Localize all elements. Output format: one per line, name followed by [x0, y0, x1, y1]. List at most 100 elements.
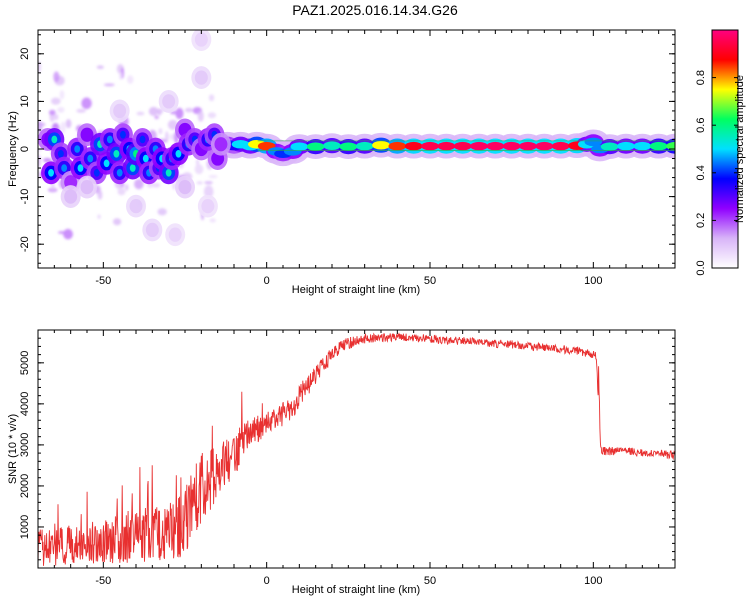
carrier-core-segment [633, 141, 652, 151]
spectrogram-blob [175, 175, 195, 199]
spectrogram-blob [109, 99, 130, 123]
colorbar-tick-label: 0.6 [695, 118, 707, 133]
blob-body [168, 227, 182, 242]
blob-core [175, 149, 182, 158]
blob-body [80, 127, 94, 142]
blob-core [77, 164, 84, 172]
snr-y-label: SNR (10 * v/v) [7, 414, 19, 484]
spectrogram-y-tick-label: 0 [19, 146, 31, 152]
carrier-core-segment [306, 142, 325, 151]
blob-core [142, 154, 149, 163]
spectrogram-x-tick-label: -50 [95, 275, 111, 287]
spectrogram-speck [63, 228, 73, 240]
spectrogram-x-tick-label: 50 [424, 275, 436, 287]
carrier-core-segment [453, 141, 472, 151]
spectrogram-speck [112, 218, 122, 226]
spectrogram-y-tick-label: -10 [19, 189, 31, 205]
snr-frame [37, 329, 676, 569]
blob-core [129, 164, 136, 172]
colorbar-tick-label: 0.4 [695, 165, 707, 180]
blob-body [113, 103, 127, 119]
spectrogram-speck [127, 75, 134, 84]
carrier-core-segment [355, 141, 374, 151]
spectrogram-speck [208, 94, 215, 102]
blob-core [61, 164, 68, 172]
spectrogram-speck [151, 182, 161, 188]
spectrogram-blob [60, 185, 81, 209]
carrier-core-segment [372, 140, 390, 150]
spectrogram-speck [119, 71, 123, 81]
carrier-core-segment [617, 141, 635, 151]
colorbar-tick-label: 0.0 [695, 260, 707, 275]
spectrogram-speck [207, 112, 217, 119]
spectrogram-blob [210, 132, 231, 156]
carrier-core-segment [470, 141, 488, 151]
spectrogram-speck [134, 178, 144, 190]
blob-body [201, 198, 215, 214]
spectrogram-speck [148, 106, 159, 116]
spectrogram-speck [197, 110, 204, 122]
colorbar-tick-label: 0.2 [695, 213, 707, 228]
blob-core [119, 130, 126, 139]
colorbar: 0.0 0.2 0.4 0.6 0.8 Normalized spectral ampl… [695, 29, 746, 276]
spectrogram-y-tick-label: -20 [19, 236, 31, 252]
carrier-core-segment [421, 141, 439, 151]
spectrogram-speck [158, 128, 163, 135]
spectrogram-speck [169, 133, 176, 141]
blob-body [129, 198, 143, 214]
spectrogram-speck [60, 121, 66, 134]
spectrogram-speck [157, 208, 167, 216]
snr-y-axis: 1000 2000 3000 4000 5000 [19, 329, 675, 569]
snr-marks [38, 332, 675, 566]
spectrogram-speck [117, 187, 126, 196]
snr-x-tick-label: 50 [424, 575, 436, 587]
colorbar-label: Normalized spectral amplitude [734, 75, 746, 223]
snr-x-tick-label: -50 [95, 575, 111, 587]
blob-core [165, 168, 172, 177]
spectrogram-speck [59, 90, 65, 100]
blob-body [145, 222, 159, 238]
spectrogram-speck [204, 181, 213, 185]
blob-core [48, 168, 55, 177]
carrier-core-segment [519, 141, 537, 151]
carrier-core-segment [600, 142, 619, 151]
spectrogram-x-tick-label: 100 [584, 275, 602, 287]
blob-body [162, 94, 176, 109]
snr-y-tick-label: 5000 [19, 351, 31, 375]
colorbar-axis: 0.0 0.2 0.4 0.6 0.8 [695, 70, 738, 276]
snr-y-tick-label: 2000 [19, 474, 31, 498]
spectrogram-blob [191, 66, 212, 90]
blob-body [80, 179, 94, 195]
blob-body [194, 32, 208, 47]
carrier-core-segment [535, 141, 554, 151]
spectrogram-speck [51, 97, 61, 105]
carrier-core-segment [551, 141, 570, 151]
carrier-core-segment [388, 141, 407, 151]
colorbar-tick-label: 0.8 [695, 70, 707, 85]
spectrogram-speck [97, 190, 103, 200]
carrier-core-segment [649, 141, 668, 151]
spectrogram-blob [77, 175, 97, 199]
spectrogram-marks [38, 30, 675, 247]
spectrogram-speck [38, 154, 42, 168]
spectrogram-speck [103, 83, 115, 87]
snr-x-label: Height of straight line (km) [292, 584, 420, 596]
spectrogram-speck [154, 115, 159, 120]
blob-core [87, 154, 94, 163]
spectrogram-x-tick-label: 0 [264, 275, 270, 287]
carrier-core-segment [290, 142, 309, 151]
spectrogram-y-tick-label: 10 [19, 95, 31, 107]
spectrogram-speck [48, 109, 56, 116]
blob-core [74, 145, 81, 153]
snr-y-tick-label: 1000 [19, 515, 31, 539]
carrier-band-core [208, 137, 675, 159]
blob-core [57, 149, 64, 158]
snr-panel: -50 0 50 100 1000 2000 3000 4000 5000 Height of… [7, 329, 676, 596]
carrier-core-segment [323, 141, 341, 150]
spectrogram-x-label: Height of straight line (km) [292, 284, 420, 296]
spectrogram-speck [196, 181, 203, 185]
carrier-core-segment [339, 142, 358, 151]
carrier-core-segment [404, 141, 423, 151]
blob-core [93, 168, 100, 177]
